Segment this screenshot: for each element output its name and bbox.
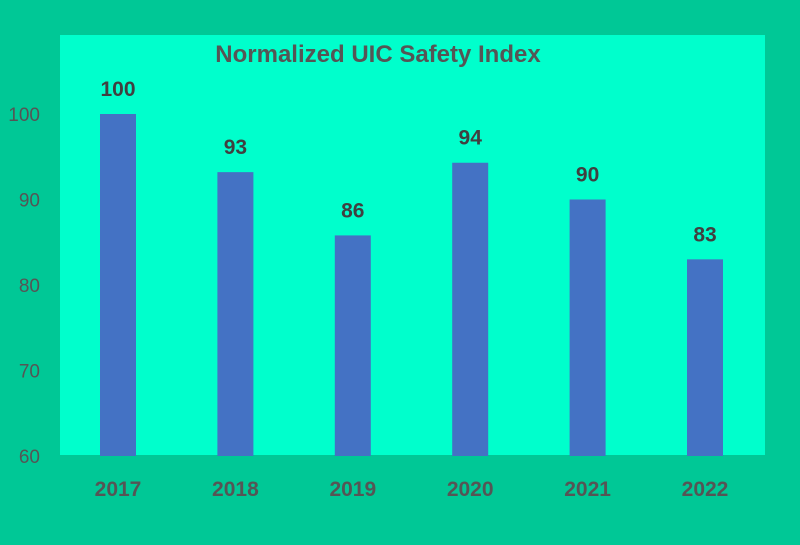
data-label-2022: 83 bbox=[693, 223, 716, 246]
x-tick-label-2019: 2019 bbox=[329, 478, 376, 501]
x-tick-label-2020: 2020 bbox=[447, 478, 494, 501]
bar-2019 bbox=[334, 235, 371, 456]
bar-2018 bbox=[217, 172, 254, 456]
y-tick-label: 100 bbox=[8, 105, 40, 126]
bar-series bbox=[100, 114, 723, 457]
y-tick-label: 80 bbox=[19, 276, 40, 297]
data-label-2019: 86 bbox=[341, 199, 364, 222]
x-tick-label-2022: 2022 bbox=[682, 478, 729, 501]
data-label-2020: 94 bbox=[459, 127, 483, 150]
x-tick-label-2017: 2017 bbox=[95, 478, 142, 501]
x-axis: 2017 2018 2019 2020 2021 2022 bbox=[95, 478, 729, 501]
bar-2021 bbox=[569, 199, 606, 456]
y-tick-label: 90 bbox=[19, 191, 40, 212]
bar-2020 bbox=[452, 162, 489, 457]
bar-2017 bbox=[100, 114, 136, 456]
data-label-2017: 100 bbox=[100, 78, 135, 101]
y-tick-label: 70 bbox=[19, 362, 40, 383]
bar-2022 bbox=[687, 259, 723, 456]
data-label-2018: 93 bbox=[224, 136, 247, 159]
plot-area bbox=[60, 35, 765, 455]
x-tick-label-2018: 2018 bbox=[212, 478, 259, 501]
data-labels: 100 93 86 94 90 83 bbox=[100, 78, 716, 246]
chart-title: Normalized UIC Safety Index bbox=[215, 41, 541, 68]
y-axis: 60 70 80 90 100 bbox=[8, 105, 40, 468]
y-tick-label: 60 bbox=[19, 447, 40, 468]
x-tick-label-2021: 2021 bbox=[564, 478, 611, 501]
data-label-2021: 90 bbox=[576, 164, 599, 187]
